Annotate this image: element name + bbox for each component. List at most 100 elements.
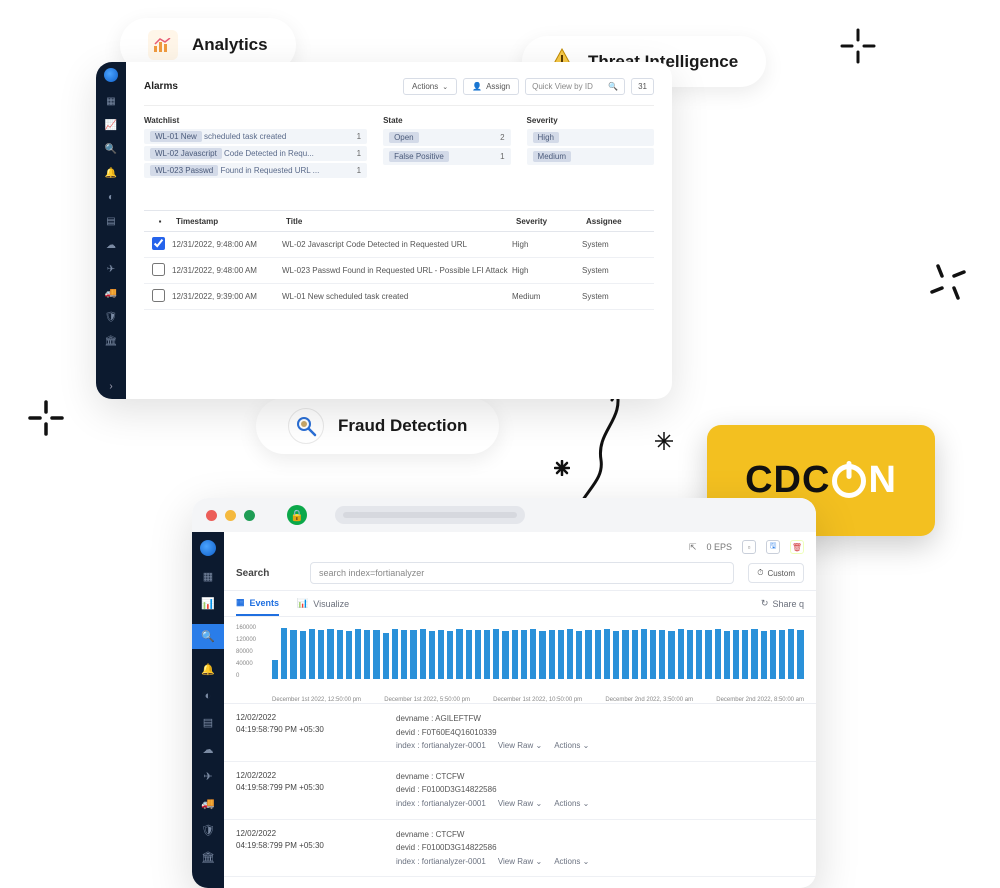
search-label: Search: [236, 568, 296, 579]
sidebar-nav: ▦ 📊 🔍 🔔 ◐ ▤ ☁ ✈ 🚚 🛡 🏛: [192, 532, 224, 888]
chart-bar: [761, 631, 767, 679]
url-bar[interactable]: [335, 506, 525, 524]
actions-link[interactable]: Actions ⌄: [554, 855, 589, 869]
col-title[interactable]: Title: [282, 217, 512, 226]
filter-header: Severity: [527, 112, 654, 129]
col-assignee[interactable]: Assignee: [582, 217, 642, 226]
chart-bar: [364, 630, 370, 679]
chart-bar: [641, 629, 647, 679]
save-icon[interactable]: 🖫: [766, 540, 780, 554]
nav-icon[interactable]: 🔔: [200, 663, 216, 676]
view-raw-link[interactable]: View Raw ⌄: [498, 739, 542, 753]
nav-icon[interactable]: 🔔: [104, 168, 118, 178]
quick-search-input[interactable]: Quick View by ID🔍: [525, 78, 625, 95]
nav-icon[interactable]: ✈: [200, 770, 216, 783]
assign-button[interactable]: 👤Assign: [463, 78, 519, 95]
chevron-right-icon[interactable]: ›: [104, 381, 118, 391]
filter-row[interactable]: WL-023 Passwd Found in Requested URL ...…: [144, 163, 367, 178]
chart-bar: [558, 630, 564, 679]
search-content: ⇱ 0 EPS ▫ 🖫 🗑 Search search index=fortia…: [224, 532, 816, 888]
nav-icon-search[interactable]: 🔍: [192, 624, 224, 649]
search-icon: 🔍: [608, 82, 618, 91]
filter-row[interactable]: WL-02 Javascript Code Detected in Requ..…: [144, 146, 367, 161]
nav-icon[interactable]: ☁: [200, 743, 216, 756]
filter-row[interactable]: Open2: [383, 129, 510, 146]
nav-icon[interactable]: ▤: [200, 716, 216, 729]
title-bar: Alarms Actions⌄ 👤Assign Quick View by ID…: [144, 72, 654, 106]
actions-link[interactable]: Actions ⌄: [554, 797, 589, 811]
chart-bar: [751, 629, 757, 679]
nav-icon[interactable]: 🏛: [104, 336, 118, 346]
filter-row[interactable]: High: [527, 129, 654, 146]
tab-visualize[interactable]: 📊Visualize: [297, 597, 349, 616]
filter-header: State: [383, 112, 510, 129]
nav-icon[interactable]: 🚚: [104, 288, 118, 298]
chart-bar: [650, 630, 656, 679]
nav-arrow-icon[interactable]: ⇱: [689, 542, 697, 553]
nav-icon[interactable]: ▦: [104, 96, 118, 106]
table-header: ▪ Timestamp Title Severity Assignee: [144, 210, 654, 232]
logo-icon: [104, 68, 118, 82]
chart-bar: [290, 630, 296, 679]
view-raw-link[interactable]: View Raw ⌄: [498, 797, 542, 811]
sparkle-decoration: [928, 262, 968, 302]
share-button[interactable]: ↻Share q: [761, 597, 804, 616]
maximize-icon[interactable]: [244, 510, 255, 521]
nav-icon[interactable]: ◐: [104, 192, 118, 202]
chart-bar: [475, 630, 481, 679]
nav-icon[interactable]: 🏛: [200, 851, 216, 864]
severity-filter: Severity High Medium: [527, 112, 654, 180]
actions-link[interactable]: Actions ⌄: [554, 739, 589, 753]
log-row[interactable]: 12/02/202204:19:58:799 PM +05:30 devname…: [224, 762, 816, 820]
box-icon[interactable]: ▫: [742, 540, 756, 554]
table-row[interactable]: 12/31/2022, 9:48:00 AM WL-02 Javascript …: [144, 232, 654, 258]
eps-indicator: 0 EPS: [706, 542, 732, 552]
nav-icon[interactable]: 🛡: [104, 312, 118, 322]
log-row[interactable]: 12/02/202204:19:58:799 PM +05:30 devname…: [224, 820, 816, 878]
nav-icon[interactable]: 🛡: [200, 824, 216, 837]
minimize-icon[interactable]: [225, 510, 236, 521]
nav-icon[interactable]: ☁: [104, 240, 118, 250]
table-row[interactable]: 12/31/2022, 9:39:00 AM WL-01 New schedul…: [144, 284, 654, 310]
view-raw-link[interactable]: View Raw ⌄: [498, 855, 542, 869]
actions-button[interactable]: Actions⌄: [403, 78, 457, 95]
row-checkbox[interactable]: [152, 289, 165, 302]
close-icon[interactable]: [206, 510, 217, 521]
tab-bar: ▦Events 📊Visualize ↻Share q: [224, 591, 816, 617]
nav-icon[interactable]: ◐: [200, 690, 216, 702]
log-row[interactable]: 12/02/202204:19:58:790 PM +05:30 devname…: [224, 704, 816, 762]
filter-row[interactable]: WL-01 New scheduled task created1: [144, 129, 367, 144]
col-timestamp[interactable]: Timestamp: [172, 217, 282, 226]
nav-icon[interactable]: ▤: [104, 216, 118, 226]
delete-icon[interactable]: 🗑: [790, 540, 804, 554]
nav-icon[interactable]: 🔍: [104, 144, 118, 154]
nav-icon[interactable]: 📊: [200, 597, 216, 610]
chart-bar: [484, 630, 490, 679]
sparkle-decoration: [28, 400, 64, 436]
chart-bar: [318, 630, 324, 679]
row-checkbox[interactable]: [152, 263, 165, 276]
custom-button[interactable]: ⏱Custom: [748, 563, 804, 583]
nav-icon[interactable]: ▦: [200, 570, 216, 583]
row-checkbox[interactable]: [152, 237, 165, 250]
table-row[interactable]: 12/31/2022, 9:48:00 AM WL-023 Passwd Fou…: [144, 258, 654, 284]
col-severity[interactable]: Severity: [512, 217, 582, 226]
chart-bar: [733, 630, 739, 679]
nav-icon[interactable]: ✈: [104, 264, 118, 274]
chart-bar: [742, 630, 748, 679]
watchlist-filter: Watchlist WL-01 New scheduled task creat…: [144, 112, 367, 180]
search-input[interactable]: search index=fortianalyzer: [310, 562, 734, 584]
filter-row[interactable]: False Positive1: [383, 148, 510, 165]
tab-events[interactable]: ▦Events: [236, 597, 279, 616]
chart-bar: [346, 631, 352, 679]
chart-bar: [604, 629, 610, 679]
table-body: 12/31/2022, 9:48:00 AM WL-02 Javascript …: [144, 232, 654, 310]
chart-bar: [770, 630, 776, 679]
nav-icon[interactable]: 🚚: [200, 797, 216, 810]
nav-icon[interactable]: 📈: [104, 120, 118, 130]
select-all-checkbox[interactable]: ▪: [144, 217, 172, 226]
chart-bar: [705, 630, 711, 679]
chart-bar: [530, 629, 536, 679]
filter-row[interactable]: Medium: [527, 148, 654, 165]
chart-bar: [355, 629, 361, 679]
